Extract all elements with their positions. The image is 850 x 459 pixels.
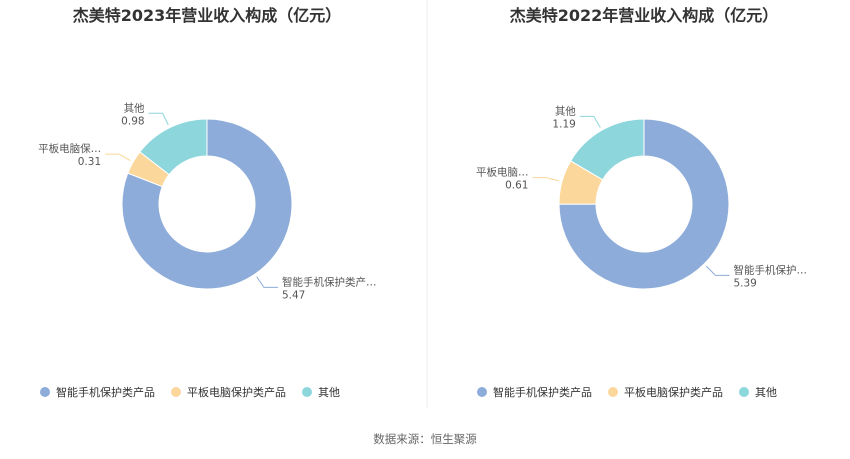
legend-item-tablet[interactable]: 平板电脑保护类产品 — [171, 385, 286, 399]
legend-label: 智能手机保护类产品 — [493, 385, 592, 399]
legend-item-other[interactable]: 其他 — [739, 386, 777, 399]
slice-label-other: 其他 — [555, 104, 576, 117]
donut-chart-2022: 智能手机保护…5.39 平板电脑…0.61 其他1.19 — [476, 104, 807, 290]
legend-label: 其他 — [318, 386, 340, 399]
data-source-note: 数据来源：恒生聚源 — [373, 432, 477, 446]
slice-label-tablet: 平板电脑保… — [38, 142, 101, 155]
legend-marker-icon — [302, 387, 312, 397]
legend-label: 平板电脑保护类产品 — [187, 385, 286, 399]
slice-label-smartphone: 智能手机保护类产… — [282, 275, 377, 288]
legend-2023: 智能手机保护类产品 平板电脑保护类产品 其他 — [40, 385, 340, 399]
donut-chart-2023: 智能手机保护类产…5.47 平板电脑保…0.31 其他0.98 — [38, 101, 376, 301]
leader-line-tablet — [105, 153, 131, 162]
leader-line-smartphone — [256, 276, 278, 288]
legend-marker-icon — [477, 387, 487, 397]
slice-value-smartphone: 5.47 — [282, 289, 305, 301]
slice-value-other: 1.19 — [552, 118, 575, 130]
legend-marker-icon — [739, 387, 749, 397]
slice-smartphone[interactable] — [121, 118, 293, 290]
legend-item-smartphone[interactable]: 智能手机保护类产品 — [40, 385, 155, 399]
slice-label-tablet: 平板电脑… — [476, 166, 529, 179]
chart-title-2022: 杰美特2022年营业收入构成（亿元） — [510, 6, 779, 25]
slice-other[interactable] — [570, 118, 645, 181]
leader-line-smartphone — [705, 265, 730, 276]
legend-marker-icon — [608, 387, 618, 397]
leader-line-other — [148, 112, 169, 126]
legend-2022: 智能手机保护类产品 平板电脑保护类产品 其他 — [477, 385, 777, 399]
leader-line-other — [579, 115, 601, 128]
slice-other[interactable] — [139, 118, 208, 176]
slice-smartphone[interactable] — [558, 118, 730, 290]
slice-label-smartphone: 智能手机保护… — [733, 263, 807, 276]
leader-line-tablet — [532, 177, 560, 182]
slice-label-other: 其他 — [124, 101, 145, 114]
legend-label: 平板电脑保护类产品 — [624, 385, 723, 399]
slice-value-smartphone: 5.39 — [733, 277, 756, 289]
legend-marker-icon — [171, 387, 181, 397]
legend-marker-icon — [40, 387, 50, 397]
legend-item-smartphone[interactable]: 智能手机保护类产品 — [477, 385, 592, 399]
slice-value-other: 0.98 — [121, 115, 144, 127]
legend-item-other[interactable]: 其他 — [302, 386, 340, 399]
slice-value-tablet: 0.31 — [78, 156, 101, 168]
legend-label: 其他 — [755, 386, 777, 399]
chart-title-2023: 杰美特2023年营业收入构成（亿元） — [73, 6, 342, 25]
legend-item-tablet[interactable]: 平板电脑保护类产品 — [608, 385, 723, 399]
slice-value-tablet: 0.61 — [505, 180, 528, 192]
legend-label: 智能手机保护类产品 — [56, 385, 155, 399]
